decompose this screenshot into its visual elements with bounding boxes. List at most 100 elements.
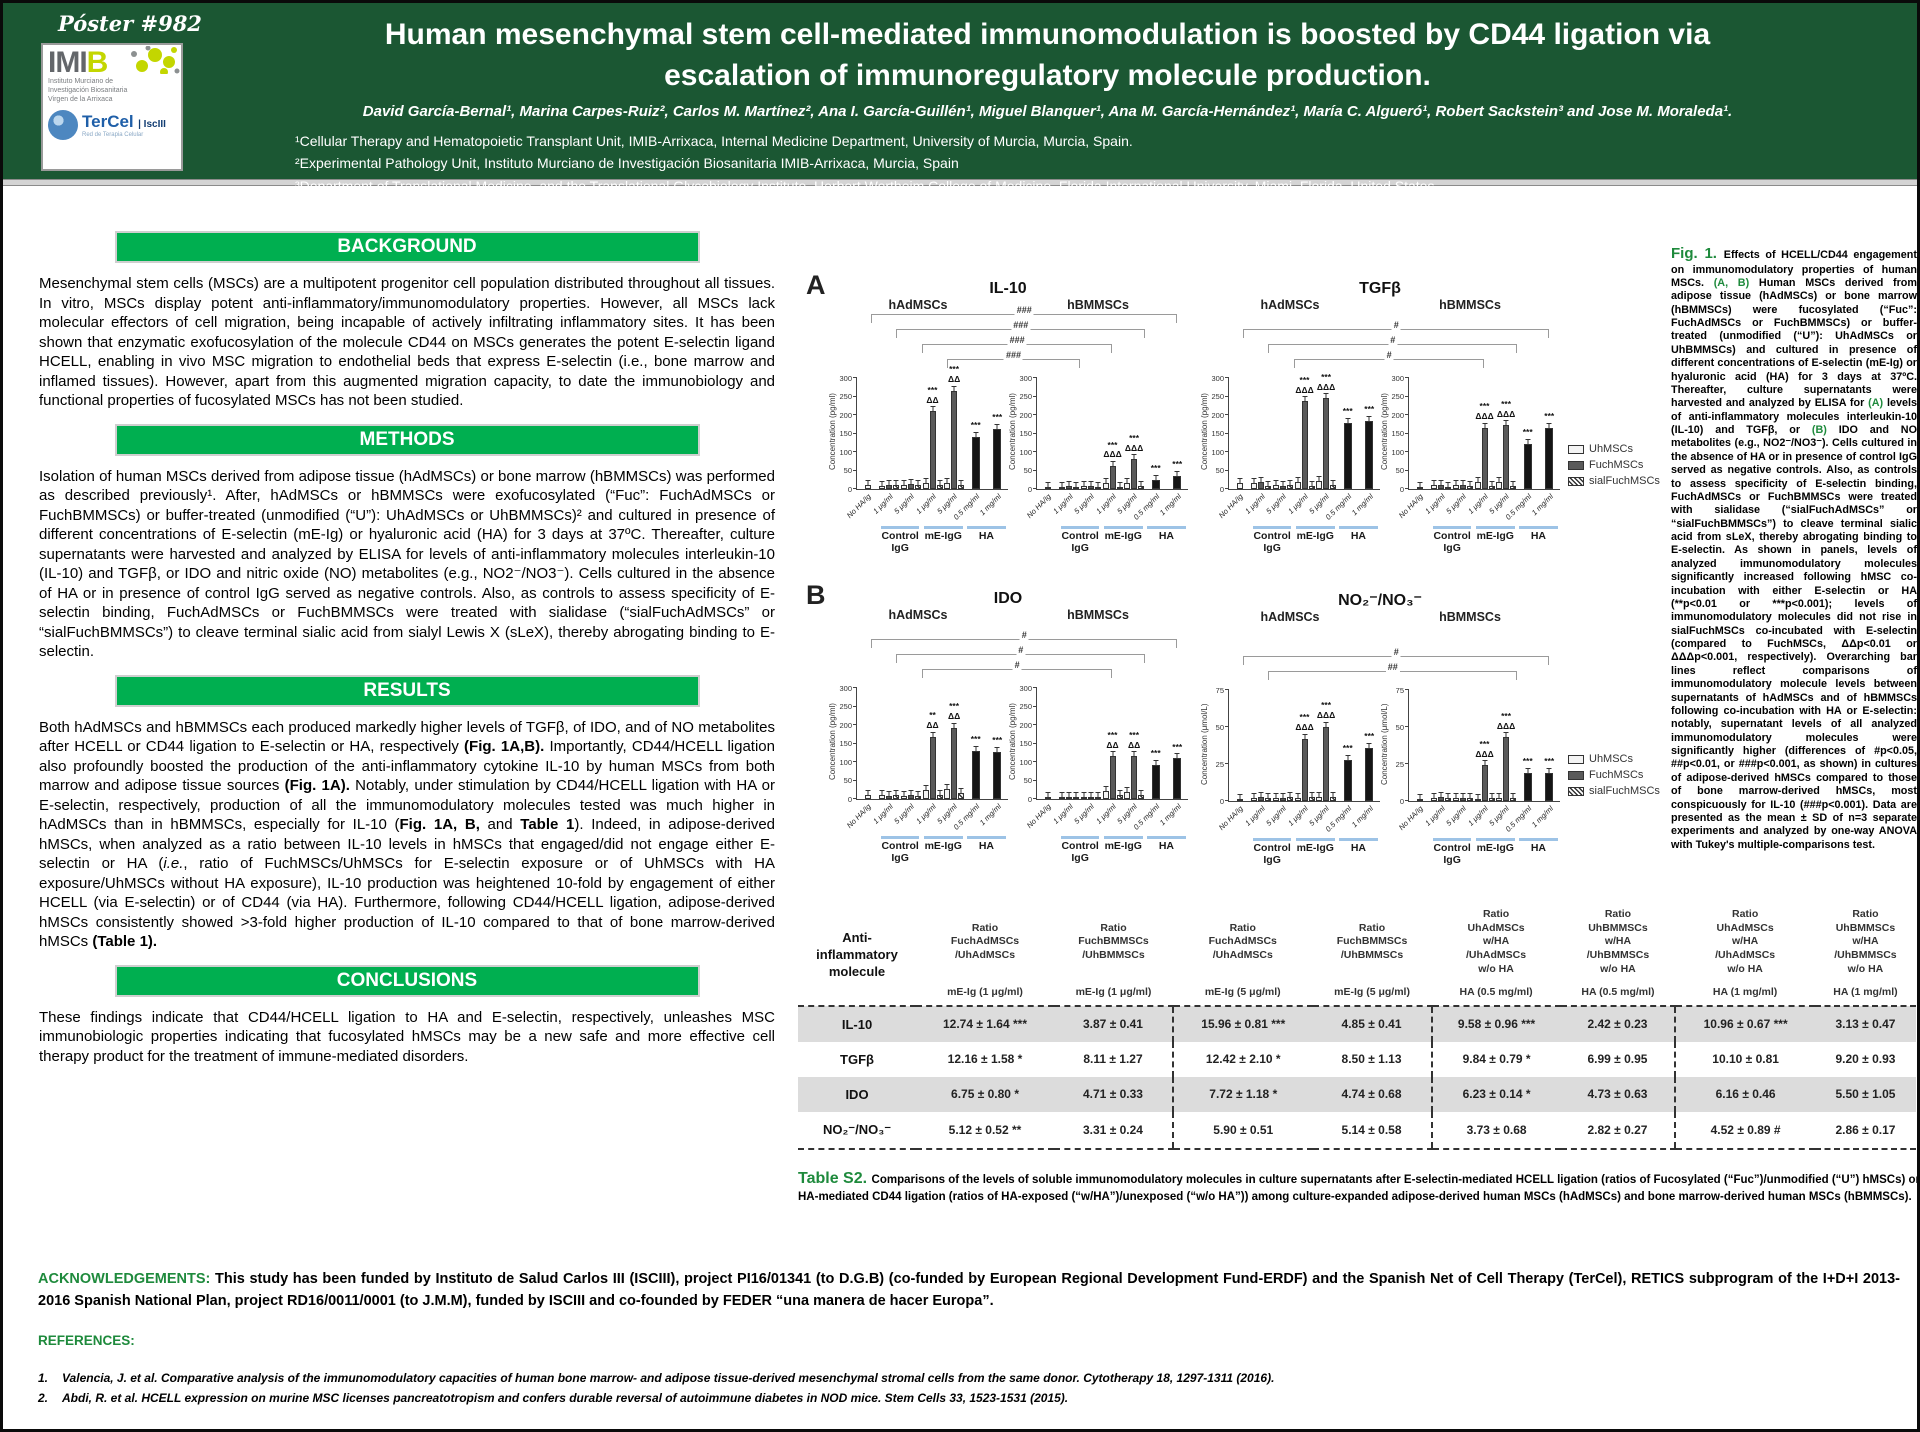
significance-bracket: # (1268, 336, 1517, 353)
bar-cluster: No HA/Ig (1397, 690, 1431, 832)
significance-bracket: ## (1268, 663, 1517, 680)
x-group-label: mE-IgG (1295, 526, 1335, 542)
axis-tick (1033, 377, 1037, 378)
axis-tick (1033, 705, 1037, 707)
x-group-label: mE-IgG (1295, 838, 1335, 854)
bar (914, 479, 921, 489)
axis-tick-label: 100 (1019, 447, 1032, 457)
bar (944, 783, 951, 799)
significance-label: *** ΔΔΔ (1295, 712, 1314, 733)
x-group-label: HA (967, 526, 1006, 542)
sub-chart: Concentration (μmol/L) 0 25 50 75 No HA/Ig 1 μ… (1380, 686, 1560, 866)
error-bar (958, 788, 964, 795)
error-bar (1251, 793, 1257, 800)
axis-tick (1033, 761, 1037, 763)
chart-subtitle: hAdMSCs (1260, 610, 1320, 624)
bar (1272, 793, 1279, 801)
bar-cluster: *** ΔΔ 1 μg/ml (1094, 688, 1124, 826)
bar: *** ΔΔΔ (1497, 711, 1515, 801)
axis-tick-label: 300 (839, 683, 852, 693)
table-cell-value: 12.74 ± 1.64 *** (916, 1004, 1054, 1042)
significance-label: *** ΔΔΔ (1124, 432, 1144, 453)
bar (1438, 791, 1445, 801)
bar-cluster: *** 1 mg/ml (1529, 378, 1560, 517)
table-cell-value: 6.99 ± 0.95 (1587, 1052, 1648, 1067)
error-bar (1309, 481, 1315, 488)
error-bar (879, 790, 885, 797)
error-bar (1258, 476, 1264, 483)
x-tick-label: 5 μg/ml (1264, 492, 1289, 516)
legend-swatch (1568, 754, 1584, 764)
plot-area: 0 25 50 75 No HA/Ig 1 μg/ml 5 μg/ml *** ΔΔΔ 1 μg… (1216, 686, 1380, 866)
bar: *** (1364, 731, 1374, 801)
figure-row-a: IL-10 hAdMSCs hBMMSCs ### ### ### ### Concentra… (828, 280, 1668, 554)
plot-area: 0 50 100 150 200 250 300 No HA/Ig 1 μg/ml 5 μg/ml… (1019, 684, 1188, 864)
table-header-ratio: Ratio FuchAdMSCs /UhAdMSCs (1208, 921, 1277, 961)
table-row: TGFβ 12.16 ± 1.58 * 8.11 ± 1.27 12.42 ± 2.1… (798, 1041, 1916, 1077)
error-bar (1237, 794, 1243, 800)
error-bar (1417, 482, 1423, 488)
axis-tick (853, 724, 857, 726)
table-header-ratio: Ratio UhBMMSCs w/HA /UhBMMSCs w/o HA (1586, 908, 1650, 975)
axis-tick-label: 100 (1391, 447, 1404, 457)
figure-1-caption: Fig. 1. Effects of HCELL/CD44 engagement… (1671, 245, 1917, 851)
significance-label: *** (1522, 426, 1533, 437)
error-bar (1295, 477, 1301, 484)
error-bar (1237, 478, 1243, 485)
panel-b-label: B (806, 580, 826, 610)
conclusions-text: These findings indicate that CD44/HCELL … (39, 1008, 775, 1065)
error-bar (1117, 482, 1123, 488)
x-group-label: mE-IgG (1475, 526, 1515, 542)
significance-bracket: ### (871, 306, 1178, 323)
x-group-label: HA (967, 836, 1006, 852)
significance-bracket: # (1293, 351, 1485, 368)
axis-tick (1405, 763, 1409, 765)
axis-tick-label: 200 (839, 410, 852, 420)
bar-cluster: No HA/Ig (845, 688, 879, 830)
bar (1431, 793, 1438, 801)
error-bar (1330, 480, 1336, 487)
bar-cluster: 1 μg/ml (1051, 378, 1081, 516)
isciii-wordmark: | IscIII (138, 118, 166, 130)
bar (1236, 478, 1243, 489)
significance-brackets: ### ### ### ### (828, 306, 1188, 374)
bar: *** ΔΔΔ (1317, 372, 1335, 489)
bar (1087, 791, 1094, 799)
axis-tick-label: 50 (843, 465, 852, 475)
bar-cluster: *** ΔΔΔ 1 μg/ml (1466, 378, 1496, 516)
bar: *** (1343, 743, 1353, 801)
x-group-label: Control IgG (1060, 526, 1100, 554)
x-group-label: mE-IgG (1475, 838, 1515, 854)
axis-tick-label: 0 (847, 484, 852, 494)
bar-cluster: *** 0.5 mg/ml (1323, 378, 1359, 522)
bar (907, 479, 914, 489)
axis-tick-label: 100 (839, 447, 852, 457)
table-cell-molecule: NO₂⁻/NO₃⁻ (798, 1111, 916, 1150)
x-group-label: Control IgG (1252, 526, 1292, 554)
x-group-label: mE-IgG (1103, 836, 1143, 852)
title-line-2: escalation of immunoregulatory molecule … (664, 58, 1431, 92)
bar (864, 789, 871, 799)
legend-label: sialFuchMSCs (1589, 475, 1660, 487)
error-bar (1280, 481, 1286, 488)
bar (1330, 480, 1337, 489)
error-bar (865, 789, 871, 796)
table-header-concentration: mE-Ig (5 μg/ml) (1334, 986, 1410, 999)
table-cell-value: 3.73 ± 0.68 (1430, 1111, 1561, 1150)
error-bar (1131, 454, 1137, 461)
bar (907, 790, 914, 799)
x-tick-label: 1 μg/ml (1094, 802, 1118, 826)
bar-cluster: No HA/Ig (1025, 378, 1059, 520)
bar (922, 784, 929, 799)
bar-cluster: *** ΔΔΔ 1 μg/ml (1286, 690, 1316, 828)
x-tick-label: 1 μg/ml (1422, 804, 1447, 828)
bar: *** (1172, 742, 1182, 799)
x-group-label: mE-IgG (923, 836, 963, 852)
table-cell-value: 10.96 ± 0.67 *** (1674, 1004, 1815, 1042)
bar (1308, 481, 1315, 489)
tercel-sphere-icon (48, 110, 78, 141)
imib-subtitle-3: Virgen de la Arrixaca (48, 95, 113, 103)
bar-cluster: *** 1 mg/ml (1529, 690, 1560, 829)
table-header-concentration: HA (0.5 mg/ml) (1459, 986, 1533, 999)
poster-header: Póster #982 IMIB Instituto Murciano de I… (3, 3, 1917, 194)
